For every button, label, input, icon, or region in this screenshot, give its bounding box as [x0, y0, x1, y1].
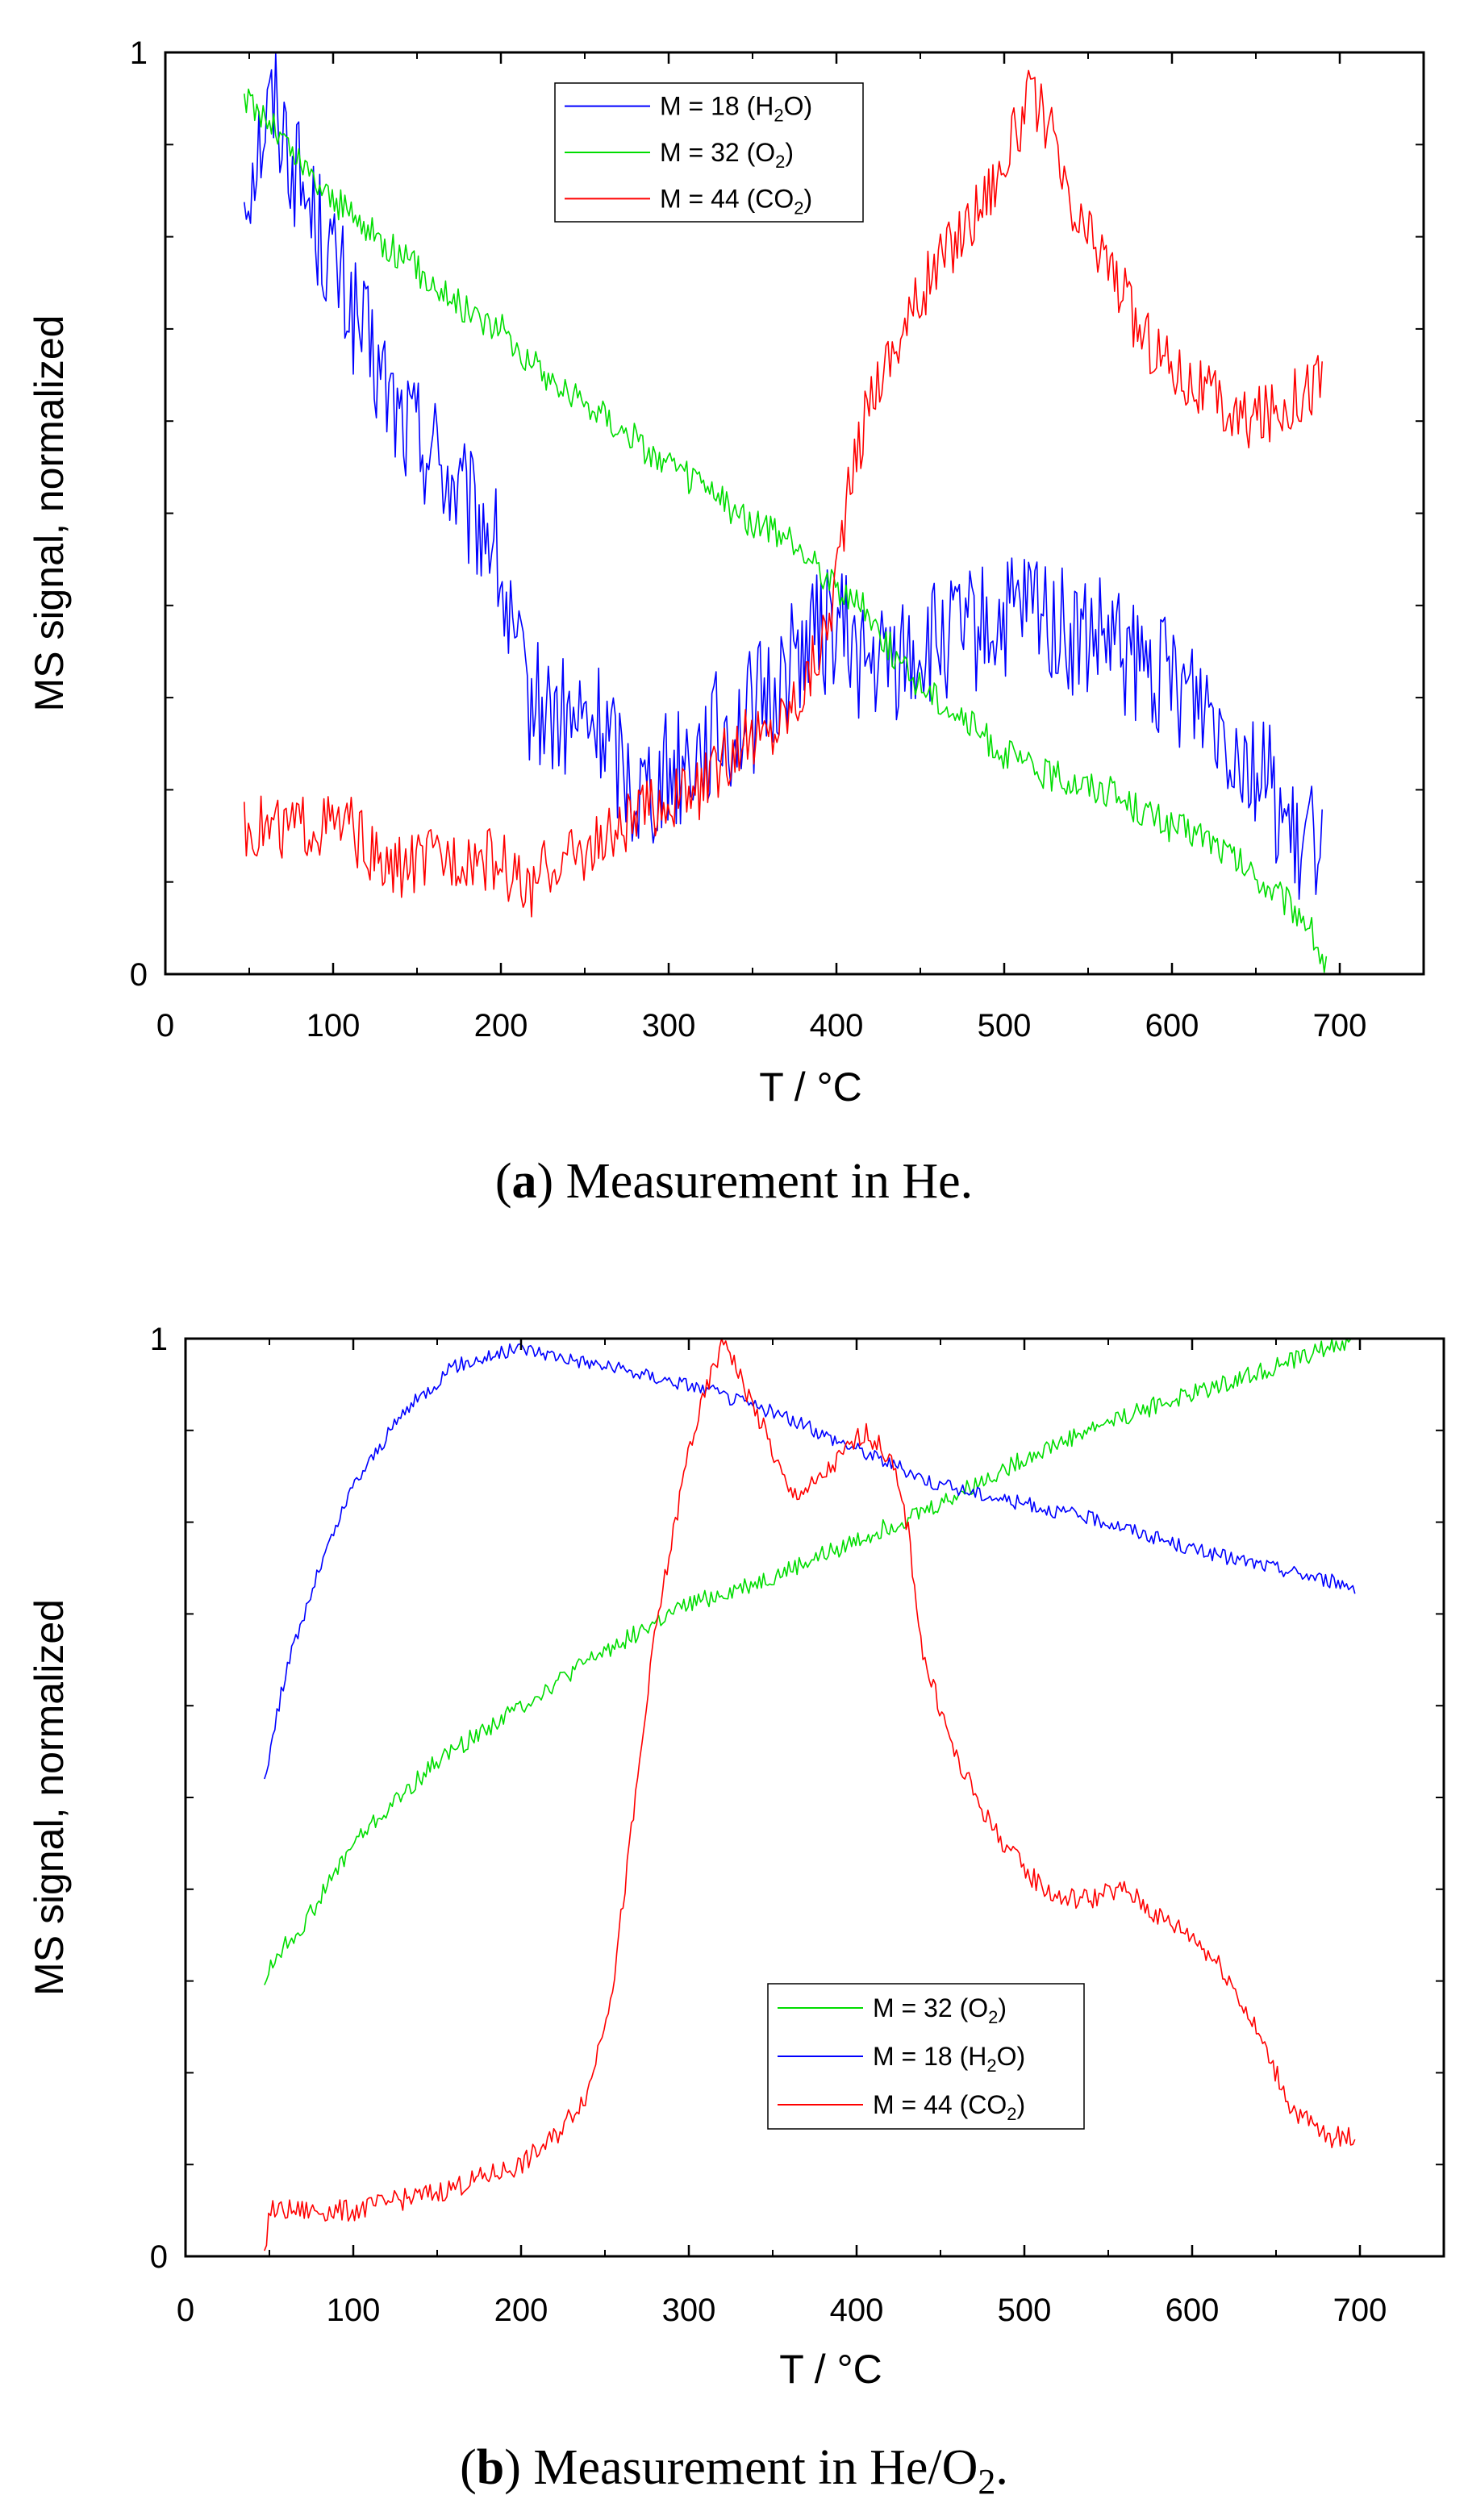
x-tick-label: 600: [1145, 1008, 1199, 1043]
x-tick-label: 600: [1166, 2293, 1220, 2328]
legend-entry: M = 44 (CO2): [660, 184, 812, 218]
caption-b: (b) Measurement in He/O2.: [460, 2440, 1008, 2501]
y-axis-label: MS signal, normalized: [27, 1599, 72, 1996]
x-tick-label: 300: [662, 2293, 716, 2328]
x-tick-label: 200: [494, 2293, 548, 2328]
x-tick-label: 200: [474, 1008, 528, 1043]
x-tick-label: 700: [1313, 1008, 1367, 1043]
caption-a: (a) Measurement in He.: [495, 1154, 973, 1209]
series-line-m-18-h2o-: [244, 52, 1323, 900]
series-group: [264, 1339, 1356, 2251]
chart-b: 0 100 200 300 400 500 600 700 0 1 T / °C MS signal,…: [27, 1322, 1445, 2392]
x-tick-label: 0: [177, 2293, 194, 2328]
series-line-m-18-h2o-: [264, 1343, 1356, 1780]
x-tick-label: 0: [156, 1008, 174, 1043]
legend-entry: M = 18 (H2O): [873, 2042, 1025, 2076]
y-tick-label: 0: [150, 2239, 168, 2275]
x-tick-label: 100: [307, 1008, 361, 1043]
legend-entry: M = 18 (H2O): [660, 92, 812, 126]
legend-entry: M = 32 (O2): [660, 138, 794, 172]
y-tick-label: 0: [130, 957, 148, 993]
series-line-m-44-co2-: [244, 69, 1323, 918]
legend-entry: M = 32 (O2): [873, 1993, 1007, 2027]
series-line-m-44-co2-: [264, 1339, 1356, 2251]
legend-entry: M = 44 (CO2): [873, 2090, 1025, 2124]
x-tick-label: 100: [327, 2293, 381, 2328]
x-tick-label: 700: [1333, 2293, 1387, 2328]
x-axis-label: T / °C: [779, 2347, 882, 2392]
x-tick-label: 500: [978, 1008, 1032, 1043]
y-tick-label: 1: [150, 1322, 168, 1357]
series-line-m-32-o2-: [264, 1339, 1355, 1985]
legend: M = 18 (H2O) M = 32 (O2) M = 44 (CO2): [554, 82, 864, 223]
x-tick-label: 500: [998, 2293, 1052, 2328]
x-axis-label: T / °C: [759, 1064, 861, 1110]
y-axis-label: MS signal, normalized: [27, 315, 72, 712]
y-tick-label: 1: [130, 35, 148, 71]
x-tick-label: 300: [642, 1008, 696, 1043]
legend: M = 32 (O2) M = 18 (H2O) M = 44 (CO2): [767, 1983, 1085, 2130]
chart-a: 0 100 200 300 400 500 600 700 0 1 T / °C MS signal,…: [27, 35, 1425, 1110]
series-group: [244, 52, 1328, 973]
x-tick-label: 400: [810, 1008, 864, 1043]
x-tick-label: 400: [830, 2293, 884, 2328]
series-line-m-32-o2-: [244, 88, 1328, 973]
